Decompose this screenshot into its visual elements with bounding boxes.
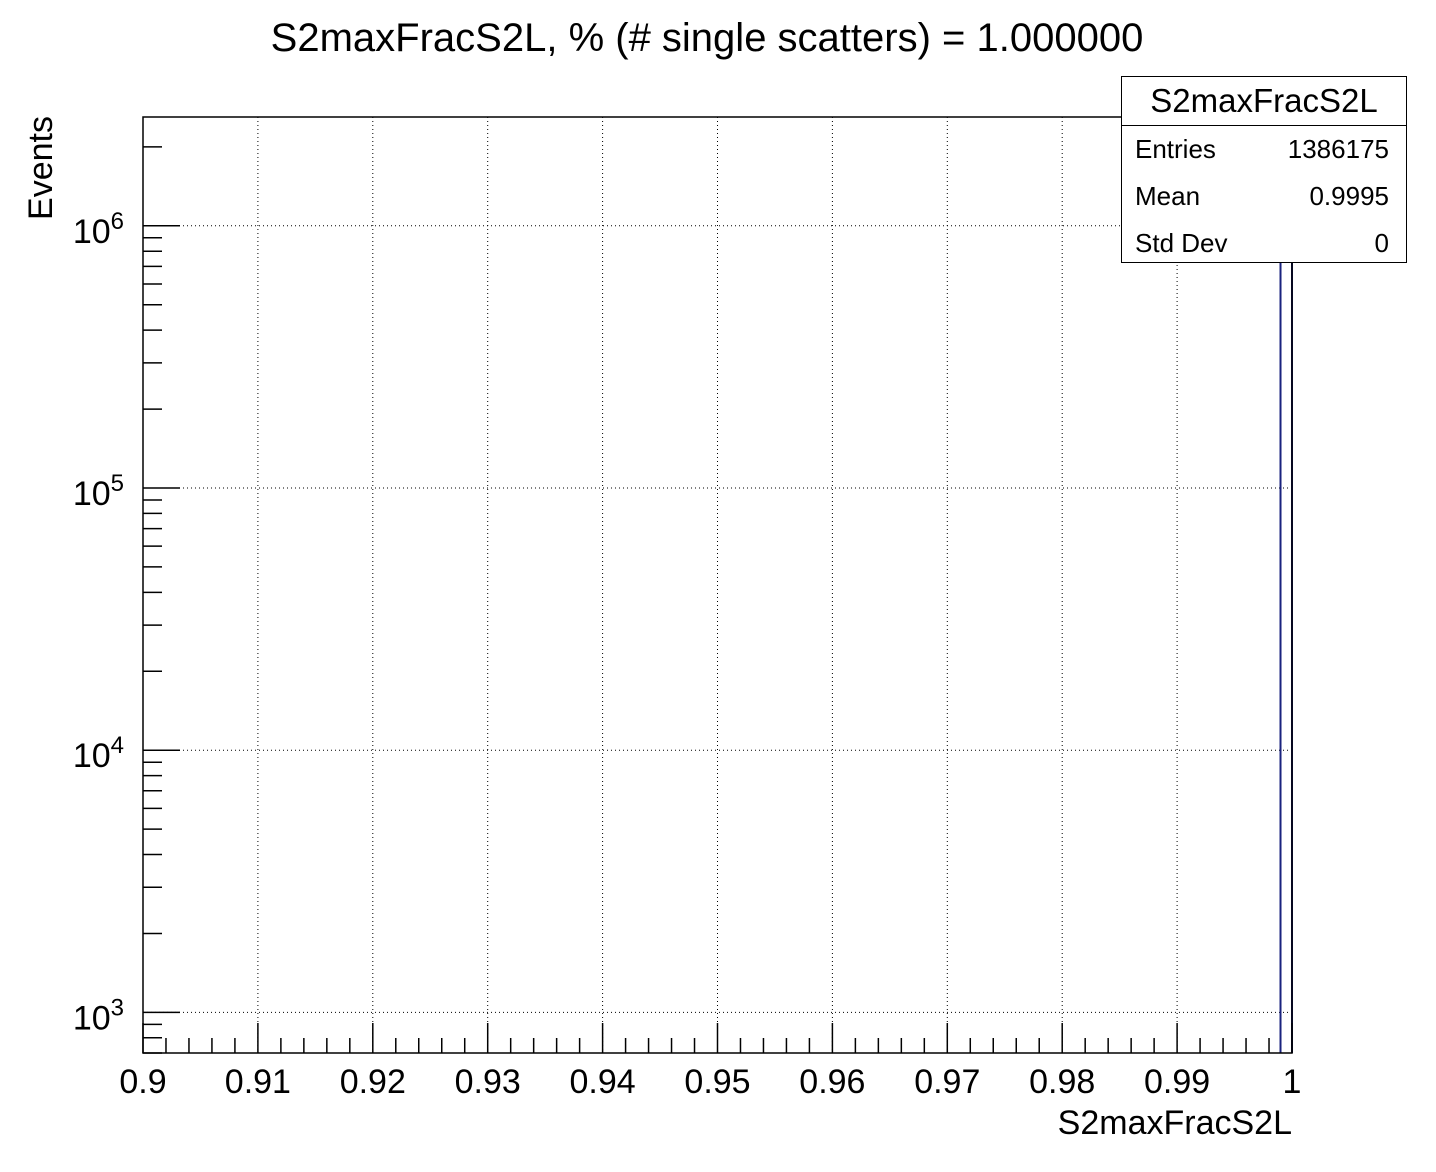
stats-value: 0 (1374, 228, 1389, 258)
x-tick-label: 0.99 (1144, 1063, 1210, 1101)
chart-title: S2maxFracS2L, % (# single scatters) = 1.… (270, 16, 1144, 60)
x-tick-label: 0.94 (570, 1063, 636, 1101)
stats-label: Mean (1135, 181, 1201, 211)
y-tick-label: 106 (73, 208, 124, 251)
stats-row-entries: Entries 1386175 (1122, 126, 1406, 173)
stats-label: Entries (1135, 134, 1216, 164)
stats-value: 0.9995 (1309, 181, 1389, 211)
x-tick-label: 0.97 (914, 1063, 980, 1101)
y-tick-label: 104 (73, 732, 124, 775)
x-tick-label: 0.93 (455, 1063, 521, 1101)
grid-lines (143, 117, 1292, 1053)
x-tick-label: 0.96 (799, 1063, 865, 1101)
y-tick-labels: 103 104 105 106 (73, 208, 124, 1038)
y-axis-label: Events (22, 116, 60, 220)
stats-label: Std Dev (1135, 228, 1228, 258)
stats-box-title: S2maxFracS2L (1122, 77, 1406, 126)
x-tick-label: 0.98 (1029, 1063, 1095, 1101)
stats-box: S2maxFracS2L Entries 1386175 Mean 0.9995… (1121, 76, 1407, 263)
histogram-bars (1279, 187, 1293, 1053)
x-tick-label: 0.92 (340, 1063, 406, 1101)
x-tick-label: 1 (1283, 1063, 1302, 1101)
stats-value: 1386175 (1287, 134, 1389, 164)
y-tick-label: 105 (73, 470, 124, 513)
x-axis-label: S2maxFracS2L (1058, 1104, 1292, 1142)
x-tick-labels: 0.9 0.91 0.92 0.93 0.94 0.95 0.96 0.97 0.98 0.99 1 (119, 1063, 1301, 1101)
x-tick-label: 0.9 (119, 1063, 166, 1101)
stats-row-stddev: Std Dev 0 (1122, 220, 1406, 267)
stats-row-mean: Mean 0.9995 (1122, 173, 1406, 220)
y-axis-ticks (143, 146, 180, 1054)
y-tick-label: 103 (73, 994, 124, 1037)
x-tick-label: 0.95 (684, 1063, 750, 1101)
histogram-bin (1279, 187, 1293, 1053)
x-tick-label: 0.91 (225, 1063, 291, 1101)
x-axis-ticks (142, 1023, 1293, 1053)
